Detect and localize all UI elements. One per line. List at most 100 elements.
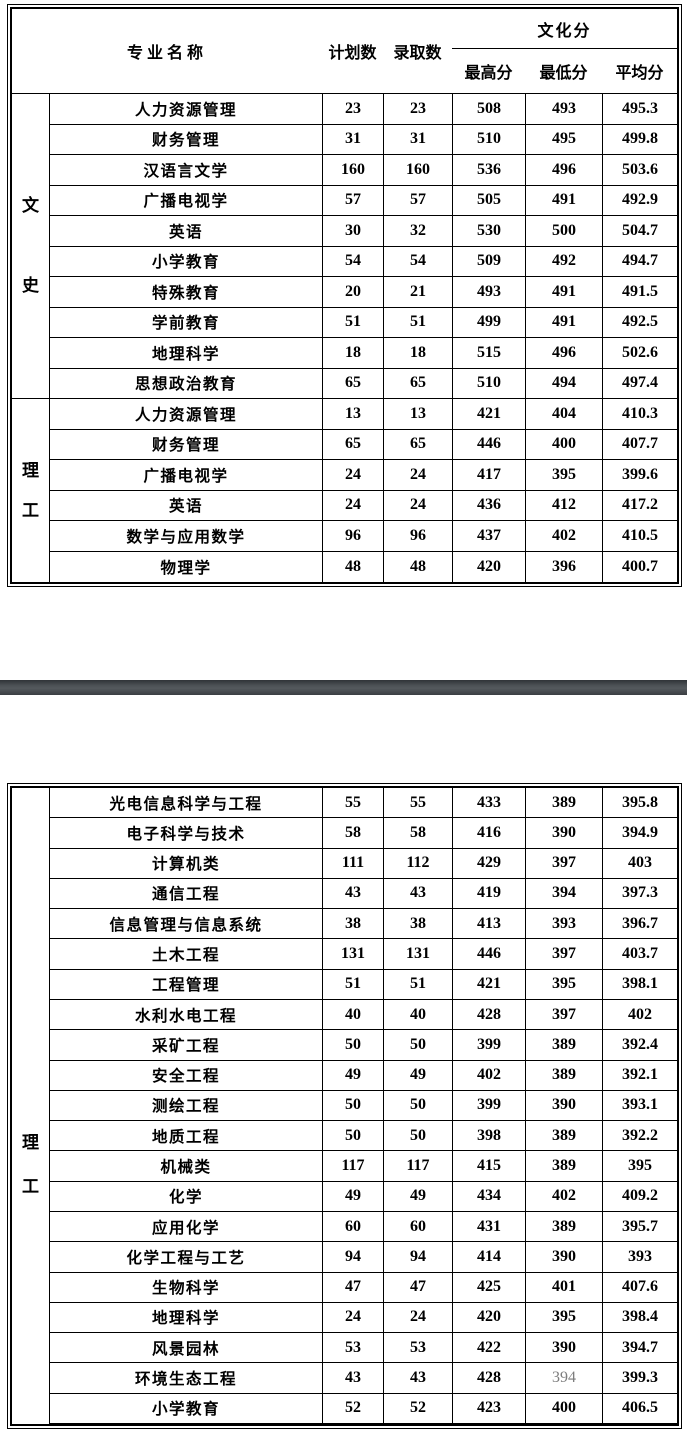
min-score-cell: 492 xyxy=(525,246,602,276)
plan-count-cell: 117 xyxy=(322,1151,383,1181)
admit-count-cell: 94 xyxy=(383,1242,452,1272)
avg-score-cell: 398.1 xyxy=(602,969,677,999)
avg-score-cell: 406.5 xyxy=(602,1393,677,1423)
max-score-cell: 402 xyxy=(452,1060,525,1090)
major-name-cell: 物理学 xyxy=(160,559,212,577)
major-name-cell: 地质工程 xyxy=(151,1128,220,1146)
min-score-cell: 396 xyxy=(525,551,602,582)
avg-score-cell: 398.4 xyxy=(602,1302,677,1333)
avg-score-cell: 410.5 xyxy=(602,521,677,551)
max-score-cell: 446 xyxy=(452,429,525,459)
plan-count-cell: 20 xyxy=(322,277,383,307)
table-row: 学前教育 51 51 499 491 492.5 xyxy=(50,307,677,338)
avg-score-cell: 492.5 xyxy=(602,307,677,337)
avg-score-cell: 393.1 xyxy=(602,1090,677,1121)
header-max-score: 最高分 xyxy=(464,65,513,82)
avg-score-cell: 407.7 xyxy=(602,429,677,459)
max-score-cell: 509 xyxy=(452,246,525,276)
plan-count-cell: 43 xyxy=(322,878,383,909)
major-name-cell: 人力资源管理 xyxy=(134,406,237,424)
admit-count-cell: 18 xyxy=(383,338,452,368)
admit-count-cell: 47 xyxy=(383,1272,452,1302)
admit-count-cell: 43 xyxy=(383,878,452,909)
category-char: 理 xyxy=(22,460,39,480)
plan-count-cell: 38 xyxy=(322,909,383,939)
plan-count-cell: 58 xyxy=(322,818,383,848)
admit-count-cell: 55 xyxy=(383,788,452,818)
avg-score-cell: 407.6 xyxy=(602,1272,677,1302)
min-score-cell: 389 xyxy=(525,1151,602,1181)
major-name-cell: 特殊教育 xyxy=(151,284,220,302)
admit-count-cell: 160 xyxy=(383,155,452,185)
table-rows: 光电信息科学与工程 55 55 433 389 395.8 电子科学与技术 58… xyxy=(50,788,677,1424)
major-name-cell: 风景园林 xyxy=(151,1340,220,1358)
max-score-cell: 425 xyxy=(452,1272,525,1302)
plan-count-cell: 60 xyxy=(322,1211,383,1242)
max-score-cell: 398 xyxy=(452,1121,525,1151)
table-rows: 人力资源管理 23 23 508 493 495.3 财务管理 31 31 51… xyxy=(50,94,677,582)
table-row: 思想政治教育 65 65 510 494 497.4 xyxy=(50,368,677,399)
table-row: 信息管理与信息系统 38 38 413 393 396.7 xyxy=(50,909,677,940)
table-header: 专业名称 计划数 录取数 文化分 最高分 最低分 平均分 xyxy=(12,9,677,94)
major-name-cell: 化学工程与工艺 xyxy=(126,1249,246,1267)
max-score-cell: 536 xyxy=(452,155,525,185)
max-score-cell: 423 xyxy=(452,1393,525,1423)
max-score-cell: 446 xyxy=(452,939,525,969)
avg-score-cell: 417.2 xyxy=(602,490,677,520)
major-name-cell: 地理科学 xyxy=(151,1310,220,1328)
major-name-cell: 汉语言文学 xyxy=(143,162,229,180)
table-row: 工程管理 51 51 421 395 398.1 xyxy=(50,969,677,1000)
plan-count-cell: 48 xyxy=(322,551,383,582)
avg-score-cell: 502.6 xyxy=(602,338,677,368)
avg-score-cell: 497.4 xyxy=(602,368,677,398)
avg-score-cell: 503.6 xyxy=(602,155,677,185)
min-score-cell: 401 xyxy=(525,1272,602,1302)
table-row: 水利水电工程 40 40 428 397 402 xyxy=(50,999,677,1031)
admit-count-cell: 24 xyxy=(383,490,452,520)
table-row: 地理科学 18 18 515 496 502.6 xyxy=(50,338,677,369)
plan-count-cell: 53 xyxy=(322,1333,383,1363)
avg-score-cell: 392.2 xyxy=(602,1121,677,1151)
plan-count-cell: 24 xyxy=(322,1302,383,1333)
min-score-cell: 397 xyxy=(525,848,602,878)
max-score-cell: 428 xyxy=(452,1363,525,1393)
table-row: 英语 30 32 530 500 504.7 xyxy=(50,216,677,247)
category-char: 理 xyxy=(22,1133,39,1152)
major-name-cell: 应用化学 xyxy=(151,1219,220,1237)
table-row: 数学与应用数学 96 96 437 402 410.5 xyxy=(50,521,677,552)
avg-score-cell: 402 xyxy=(602,999,677,1030)
category-char: 工 xyxy=(22,500,39,520)
max-score-cell: 417 xyxy=(452,460,525,490)
major-name-cell: 安全工程 xyxy=(151,1068,220,1086)
category-column: 理 工 xyxy=(12,788,50,1424)
max-score-cell: 508 xyxy=(452,94,525,124)
table-row: 英语 24 24 436 412 417.2 xyxy=(50,490,677,521)
major-name-cell: 工程管理 xyxy=(151,977,220,995)
table-row: 物理学 48 48 420 396 400.7 xyxy=(50,551,677,582)
admit-count-cell: 53 xyxy=(383,1333,452,1363)
table-row: 电子科学与技术 58 58 416 390 394.9 xyxy=(50,818,677,849)
major-name-cell: 生物科学 xyxy=(151,1280,220,1298)
admit-count-cell: 52 xyxy=(383,1393,452,1423)
major-name-cell: 环境生态工程 xyxy=(134,1370,237,1388)
admit-count-cell: 43 xyxy=(383,1363,452,1393)
max-score-cell: 429 xyxy=(452,848,525,878)
plan-count-cell: 40 xyxy=(322,999,383,1030)
major-name-cell: 英语 xyxy=(168,498,203,516)
major-name-cell: 广播电视学 xyxy=(143,193,229,211)
plan-count-cell: 52 xyxy=(322,1393,383,1423)
plan-count-cell: 111 xyxy=(322,848,383,878)
table-row: 计算机类 111 112 429 397 403 xyxy=(50,848,677,879)
plan-count-cell: 49 xyxy=(322,1060,383,1090)
admit-count-cell: 65 xyxy=(383,368,452,398)
major-name-cell: 小学教育 xyxy=(151,254,220,272)
avg-score-cell: 394.9 xyxy=(602,818,677,848)
avg-score-cell: 392.1 xyxy=(602,1060,677,1090)
header-min-score: 最低分 xyxy=(539,65,588,82)
admission-score-table-page1: 专业名称 计划数 录取数 文化分 最高分 最低分 平均分 文 史 理 工 xyxy=(7,4,682,587)
max-score-cell: 421 xyxy=(452,399,525,429)
table-row: 安全工程 49 49 402 389 392.1 xyxy=(50,1060,677,1091)
min-score-cell: 402 xyxy=(525,1181,602,1211)
avg-score-cell: 395.8 xyxy=(602,788,677,818)
min-score-cell: 394 xyxy=(525,1363,602,1393)
